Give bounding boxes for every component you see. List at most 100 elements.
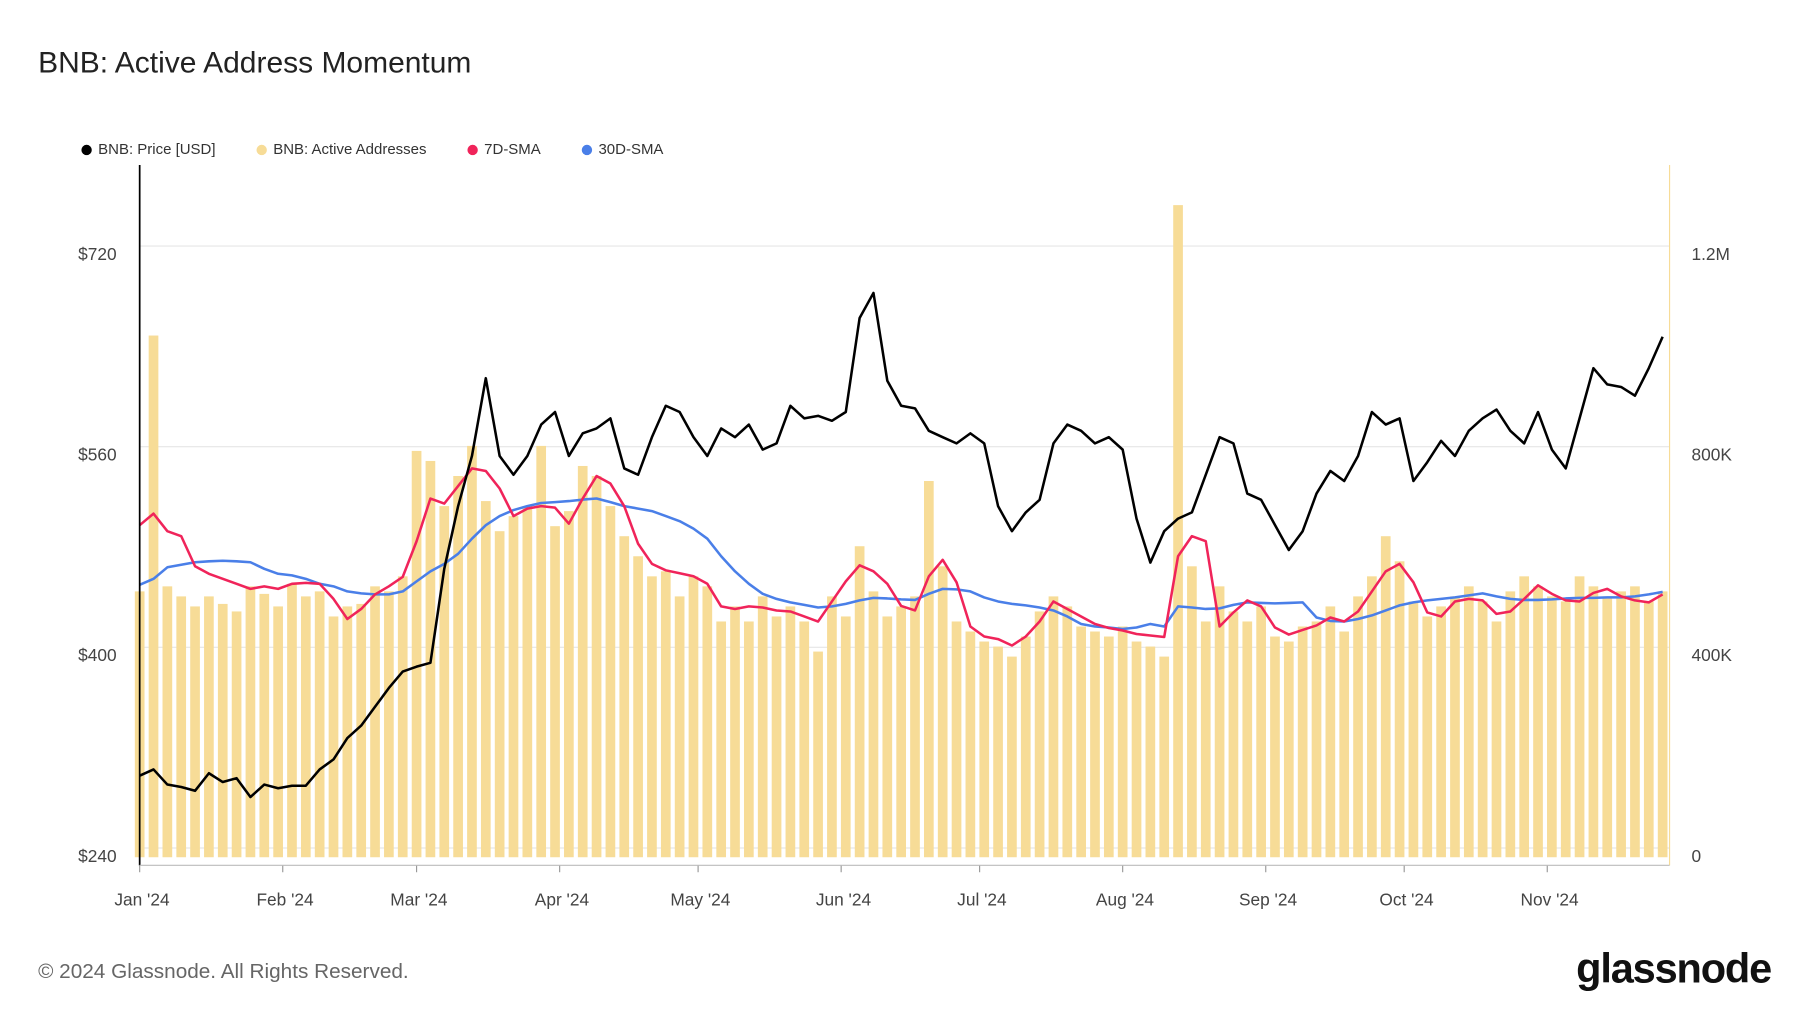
bar (300, 596, 311, 858)
x-tick-label: Feb '24 (256, 890, 314, 910)
bar (190, 606, 200, 858)
bar (813, 651, 823, 858)
bar (1380, 536, 1391, 858)
bar (1450, 596, 1460, 858)
bar (522, 506, 533, 858)
bar (1547, 596, 1557, 858)
bar (1408, 601, 1419, 858)
bar (882, 616, 893, 858)
bar (1519, 576, 1530, 858)
series-line (139, 291, 1664, 799)
x-tick-label: Aug '24 (1096, 890, 1155, 910)
y-tick-label: $560 (78, 444, 116, 464)
legend-marker (467, 144, 478, 156)
y2-tick-label: 1.2M (1691, 244, 1729, 264)
bar (1103, 636, 1114, 858)
labels: $240 $400 $560 $720 0 400K 800K 1.2M Jan '24 Feb … (78, 141, 1732, 910)
bar (1214, 586, 1225, 858)
bar (827, 596, 837, 858)
y2-tick-label: 400K (1691, 645, 1732, 665)
bar (1574, 576, 1585, 858)
bar (536, 445, 547, 858)
bar (356, 603, 367, 858)
bar (923, 481, 934, 858)
copyright: © 2024 Glassnode. All Rights Reserved. (38, 960, 409, 983)
bar (550, 526, 560, 858)
bar (799, 621, 810, 858)
bar (868, 591, 879, 858)
bar (854, 546, 865, 858)
bar (1339, 631, 1350, 858)
x-tick-label: Jun '24 (816, 890, 872, 910)
bar (605, 506, 616, 858)
bar (148, 335, 159, 858)
series-line (138, 467, 1664, 647)
axes (138, 164, 1671, 873)
bar (647, 576, 657, 858)
y-tick-label: $240 (78, 846, 116, 866)
bar (314, 591, 325, 858)
bar (785, 606, 796, 858)
x-tick-label: Jan '24 (114, 890, 170, 910)
bar (439, 506, 450, 858)
bar (176, 596, 187, 858)
bar (1657, 591, 1668, 858)
bar (1394, 561, 1405, 858)
bar (840, 616, 851, 858)
bar (1173, 205, 1183, 858)
bar (287, 583, 297, 858)
y-tick-label: $720 (78, 244, 116, 264)
bar (204, 596, 214, 858)
bar (730, 606, 740, 858)
bar (1643, 601, 1654, 858)
chart-title: BNB: Active Address Momentum (38, 47, 471, 80)
bar (993, 646, 1003, 858)
bar (1131, 641, 1142, 858)
bar (1020, 636, 1031, 858)
bar (467, 445, 477, 858)
bar (702, 586, 713, 858)
logo: glassnode (1576, 944, 1771, 991)
bar (1436, 606, 1446, 858)
bar (384, 591, 394, 858)
bar (1602, 596, 1613, 858)
bar (1117, 626, 1128, 858)
bar (744, 621, 754, 858)
y2-tick-label: 800K (1691, 444, 1732, 464)
bar (1477, 601, 1488, 858)
bar (1228, 611, 1239, 858)
bar (231, 611, 242, 858)
bar (910, 596, 920, 858)
x-tick-label: Jul '24 (957, 890, 1007, 910)
bar (1630, 586, 1640, 858)
bar (591, 476, 602, 858)
bar (688, 576, 699, 858)
legend-marker (581, 144, 593, 156)
bar (328, 616, 339, 858)
x-tick-label: Mar '24 (390, 890, 448, 910)
bar (508, 516, 519, 858)
bar (273, 606, 283, 858)
bar (951, 621, 962, 858)
bar (771, 616, 782, 858)
legend-label: BNB: Price [USD] (98, 141, 215, 158)
bar (660, 571, 671, 858)
bar (1256, 606, 1266, 858)
bar (1325, 606, 1336, 858)
bar (979, 641, 990, 858)
y2-tick-label: 0 (1691, 846, 1701, 866)
bar (1422, 616, 1433, 858)
bar (1200, 621, 1211, 858)
bar (1007, 656, 1017, 858)
bar (1297, 626, 1308, 858)
series-line (139, 497, 1663, 631)
bar (1090, 631, 1100, 858)
bar (1159, 656, 1170, 858)
bar (1145, 646, 1156, 858)
bar (162, 586, 173, 858)
bar (397, 576, 408, 858)
bar (716, 621, 727, 858)
bar (342, 606, 353, 858)
